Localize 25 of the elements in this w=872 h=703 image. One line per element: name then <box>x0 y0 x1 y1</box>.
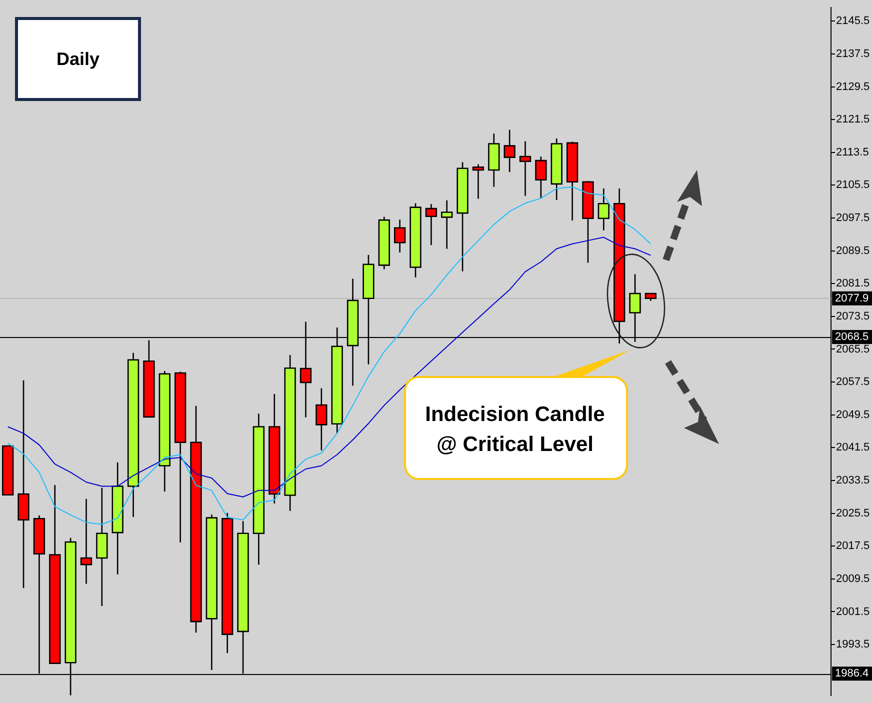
y-tick-label: 2113.5 <box>836 146 869 158</box>
y-tick-label: 2049.5 <box>836 408 870 421</box>
y-tick-label: 2121.5 <box>836 114 870 126</box>
y-tick-label: 2033.5 <box>836 474 870 487</box>
y-tick-label: 2137.5 <box>836 48 870 60</box>
y-tick-label: 1993.5 <box>836 638 870 651</box>
y-tick-label: 2065.5 <box>836 343 870 356</box>
y-tick-label: 2097.5 <box>836 212 870 224</box>
y-tick-label: 2089.5 <box>836 244 870 257</box>
y-tick-label: 2081.5 <box>836 278 870 290</box>
title-box: Daily <box>15 17 141 101</box>
y-tick-label: 2129.5 <box>836 80 870 93</box>
y-tick-label: 2145.5 <box>836 15 870 28</box>
y-tick-label: 2057.5 <box>836 376 870 388</box>
ref-line-label: 2068.5 <box>835 330 869 343</box>
y-tick-label: 2105.5 <box>836 179 870 192</box>
ref-line-label: 1986.4 <box>835 668 869 680</box>
y-tick-label: 2025.5 <box>836 507 870 520</box>
y-tick-label: 2041.5 <box>836 442 870 454</box>
y-tick-label: 2017.5 <box>836 540 870 552</box>
annotation: Indecision Candle @ Critical Level <box>404 377 626 482</box>
y-tick-label: 2073.5 <box>836 310 870 322</box>
y-tick-label: 2009.5 <box>836 572 870 585</box>
y-tick-label: 2001.5 <box>836 606 870 618</box>
ref-line-label: 2077.9 <box>835 292 869 304</box>
